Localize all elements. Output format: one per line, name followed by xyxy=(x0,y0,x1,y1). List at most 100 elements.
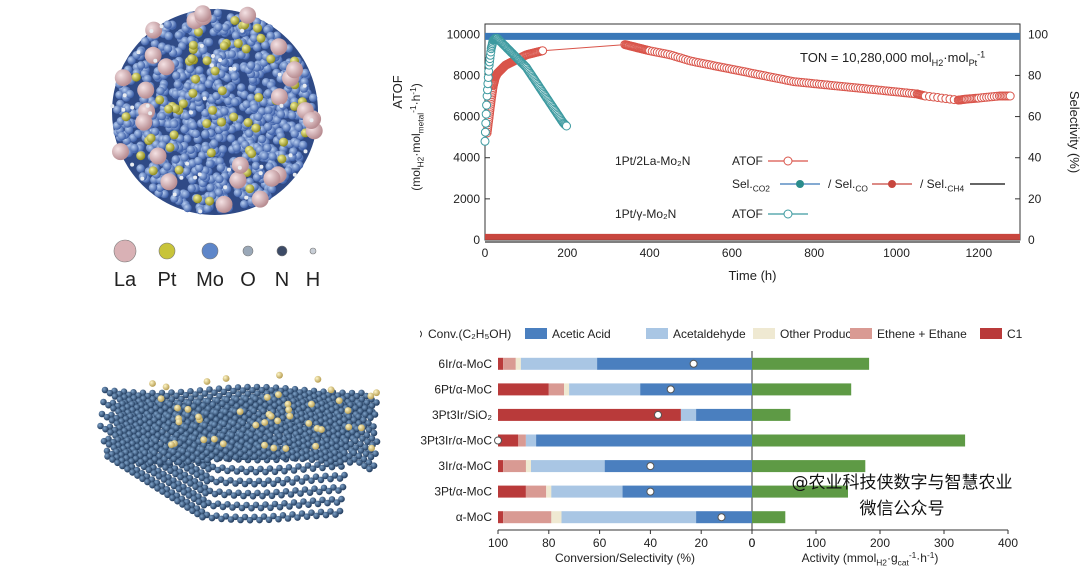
watermark-line1: @农业科技侠数字与智慧农业 xyxy=(791,473,1013,493)
legend-label: Ethene + Ethane xyxy=(877,327,967,341)
x-right-tick-label: 0 xyxy=(749,536,756,550)
x-tick-label: 1200 xyxy=(965,246,992,260)
legend-swatch xyxy=(753,328,775,339)
data-point xyxy=(1005,91,1015,101)
y-right-tick-label: 0 xyxy=(1028,233,1035,247)
category-label: α-MoC xyxy=(456,510,493,524)
conversion-point xyxy=(689,359,698,368)
legend-sel-ch4: / Sel.CH4 xyxy=(920,177,964,194)
selectivity-bar xyxy=(515,357,521,370)
conversion-point xyxy=(646,462,655,471)
activity-bar xyxy=(752,434,966,447)
legend-label-atof-2: ATOF xyxy=(732,207,763,221)
atom-mo-swatch xyxy=(201,242,219,260)
selectivity-bar xyxy=(604,460,752,473)
conversion-point xyxy=(654,410,662,419)
selectivity-bar xyxy=(498,460,504,473)
atom-mo-label: Mo xyxy=(196,269,224,291)
activity-bar xyxy=(752,460,866,473)
y-right-tick-label: 60 xyxy=(1028,110,1042,124)
selectivity-bar xyxy=(498,383,549,396)
atom-pt-swatch xyxy=(158,242,176,260)
legend-marker-atof-1 xyxy=(783,156,793,166)
selectivity-bar xyxy=(498,408,681,421)
selectivity-bar xyxy=(531,460,605,473)
y-right-axis-label: Selectivity (%) xyxy=(1067,91,1080,173)
legend-marker-co xyxy=(888,180,896,188)
activity-bar xyxy=(752,511,786,524)
y-left-tick-label: 6000 xyxy=(453,110,480,124)
category-label: 3Pt/α-MoC xyxy=(434,485,492,499)
activity-bar xyxy=(752,357,870,370)
x-tick-label: 800 xyxy=(804,246,824,260)
y-left-tick-label: 8000 xyxy=(453,68,480,82)
data-point xyxy=(481,109,491,119)
x-tick-label: 600 xyxy=(722,246,742,260)
legend-marker-atof-2 xyxy=(783,209,793,219)
y-right-tick-label: 40 xyxy=(1028,151,1042,165)
x-right-axis-label: Activity (mmolH2·gcat-1·h-1) xyxy=(802,550,939,568)
catalyst-slab-illustration xyxy=(97,371,381,524)
legend-swatch xyxy=(850,328,872,339)
legend-swatch xyxy=(525,328,547,339)
legend-sample-2: 1Pt/γ-Mo₂N xyxy=(615,207,676,221)
x-tick-label: 200 xyxy=(557,246,577,260)
atom-la-swatch xyxy=(113,239,137,263)
x-right-tick-label: 400 xyxy=(998,536,1018,550)
legend-label: Acetic Acid xyxy=(552,327,611,341)
selectivity-bar xyxy=(525,434,537,447)
selectivity-bar xyxy=(503,460,526,473)
x-left-tick-label: 0 xyxy=(749,536,756,550)
x-left-tick-label: 80 xyxy=(542,536,556,550)
selectivity-bar xyxy=(503,357,516,370)
selectivity-bar xyxy=(525,485,547,498)
data-point xyxy=(480,127,490,137)
selectivity-bar xyxy=(680,408,697,421)
selectivity-bar xyxy=(498,434,519,447)
conversion-point xyxy=(666,385,675,394)
selectivity-bar xyxy=(597,357,752,370)
y-left-tick-label: 2000 xyxy=(453,192,480,206)
x-right-tick-label: 200 xyxy=(870,536,890,550)
legend-swatch xyxy=(646,328,668,339)
stability-chart: 0 200 400 600 800 1000 12000200040006000800010… xyxy=(390,23,1080,283)
selectivity-bar xyxy=(503,511,552,524)
selectivity-bar xyxy=(518,434,526,447)
selectivity-bar xyxy=(564,383,570,396)
category-label: 6Pt/α-MoC xyxy=(434,382,492,396)
selectivity-bar xyxy=(525,460,531,473)
data-point xyxy=(562,121,571,131)
legend-swatch-conversion xyxy=(420,330,422,338)
atom-o-label: O xyxy=(240,269,256,291)
selectivity-bar xyxy=(640,383,752,396)
selectivity-bar xyxy=(520,357,598,370)
y-left-tick-label: 10000 xyxy=(447,27,481,41)
x-axis-label: Time (h) xyxy=(729,268,777,283)
ton-annotation: TON = 10,280,000 molH2·molPt-1 xyxy=(800,49,985,67)
selectivity-bar xyxy=(498,485,526,498)
y-left-tick-label: 4000 xyxy=(453,151,480,165)
conversion-point xyxy=(494,436,502,445)
nanoparticle-illustration xyxy=(110,5,323,215)
watermark: @农业科技侠数字与智慧农业 微信公众号 xyxy=(752,470,1052,522)
atom-n-label: N xyxy=(275,269,289,291)
legend-label-atof-1: ATOF xyxy=(732,154,763,168)
watermark-line2: 微信公众号 xyxy=(859,499,945,519)
x-right-tick-label: 300 xyxy=(934,536,954,550)
legend-label: Other Products xyxy=(780,327,861,341)
atom-h-swatch xyxy=(309,247,317,255)
selectivity-bar xyxy=(561,511,697,524)
legend-label: C1 xyxy=(1007,327,1023,341)
selectivity-bar xyxy=(548,383,564,396)
category-label: 3Ir/α-MoC xyxy=(438,459,492,473)
legend-sel-co2: Sel.CO2 xyxy=(732,177,770,194)
category-label: 3Pt3Ir/SiO₂ xyxy=(432,408,492,422)
legend-sample-1: 1Pt/2La-Mo₂N xyxy=(615,154,690,168)
activity-bar xyxy=(752,485,848,498)
x-left-tick-label: 20 xyxy=(695,536,709,550)
selectivity-bar xyxy=(622,485,752,498)
y-right-tick-label: 20 xyxy=(1028,192,1042,206)
selectivity-bar xyxy=(498,357,504,370)
y-right-tick-label: 80 xyxy=(1028,68,1042,82)
y-left-axis-units: (molH2·molmetal-1·h-1) xyxy=(408,83,426,190)
